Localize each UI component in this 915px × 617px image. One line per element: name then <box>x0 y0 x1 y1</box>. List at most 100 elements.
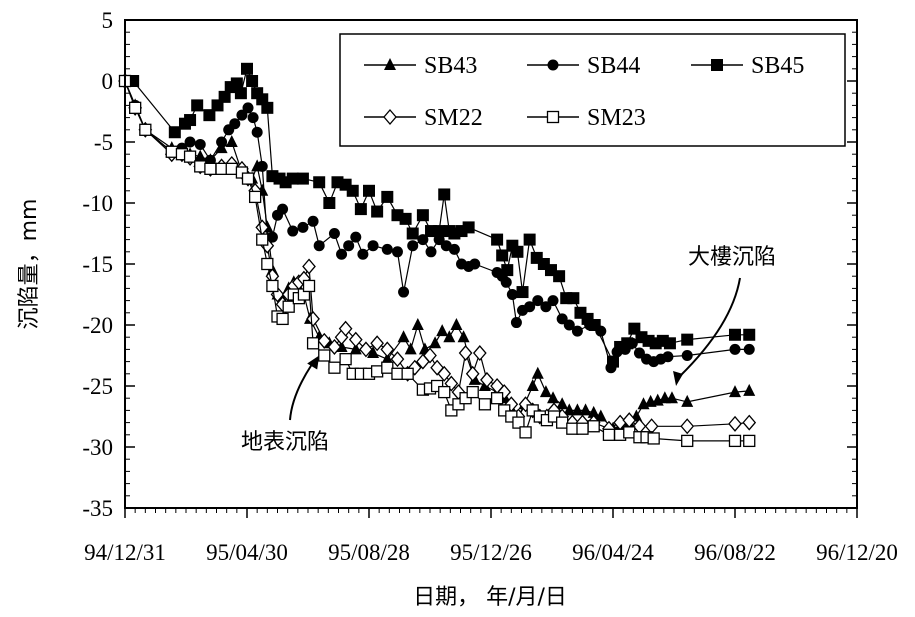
data-point-sm23 <box>381 361 394 374</box>
data-point-sm23 <box>566 422 579 435</box>
data-point-sb45 <box>729 328 741 341</box>
data-point-sm22 <box>370 335 384 352</box>
data-point-sm22 <box>423 347 437 364</box>
data-point-sm22 <box>728 415 742 432</box>
data-point-sm22 <box>306 310 320 327</box>
data-point-sm23 <box>241 172 255 185</box>
data-point-sb44 <box>540 301 552 313</box>
x-tick-label: 96/08/22 <box>694 540 776 565</box>
y-tick-label: 0 <box>102 69 114 94</box>
x-tick-label: 95/12/26 <box>450 540 532 565</box>
data-point-sm23 <box>129 101 142 114</box>
data-point-sm23 <box>194 160 207 173</box>
data-point-sm23 <box>576 422 589 435</box>
data-point-sm22 <box>458 345 473 362</box>
data-point-sm22 <box>518 396 533 413</box>
data-point-sb44 <box>343 240 355 252</box>
data-point-sb45 <box>363 184 375 197</box>
annotation-ground-settlement: 地表沉陷 <box>241 430 329 455</box>
data-point-sm23 <box>391 367 404 380</box>
data-point-sb43 <box>531 366 544 379</box>
data-point-sb45 <box>313 176 326 189</box>
data-point-sm23 <box>266 279 279 293</box>
data-point-sm23 <box>339 353 352 366</box>
data-point-sb44 <box>367 240 379 252</box>
data-point-sm22 <box>742 414 757 431</box>
legend-box <box>339 33 846 147</box>
data-point-sm23 <box>401 367 414 380</box>
data-point-sb45 <box>511 245 524 258</box>
data-point-sb45 <box>506 239 519 252</box>
data-point-sb44 <box>398 286 410 298</box>
data-point-sb44 <box>662 351 674 363</box>
data-point-sm23 <box>225 162 238 175</box>
y-axis-ticks: 5 0 -5 -10 -15 -20 -25 -30 -35 <box>82 8 857 521</box>
data-point-sb43 <box>571 403 584 416</box>
data-point-sb43 <box>436 324 449 337</box>
y-tick-label: -35 <box>82 496 113 521</box>
data-point-sm22 <box>327 338 342 355</box>
data-point-sb45 <box>567 292 580 305</box>
x-tick-label: 96/04/24 <box>572 540 654 565</box>
data-point-sb45 <box>516 286 529 299</box>
data-point-sb45 <box>681 333 694 346</box>
data-point-sb43 <box>194 149 207 162</box>
data-point-sb44 <box>571 325 583 337</box>
data-point-sb45 <box>406 227 419 240</box>
data-point-sb45 <box>346 184 359 197</box>
data-point-sm23 <box>204 162 217 175</box>
data-point-sm23 <box>466 385 479 399</box>
x-axis-title: 日期， 年/月/日 <box>413 585 567 610</box>
data-point-sb44 <box>350 231 362 243</box>
data-point-sm23 <box>512 416 525 429</box>
data-point-sm23 <box>743 434 756 448</box>
data-point-sm23 <box>183 150 197 163</box>
data-point-sb44 <box>506 289 518 300</box>
data-point-sb44 <box>357 248 369 260</box>
data-point-sm23 <box>256 233 269 246</box>
data-point-sm22 <box>430 359 444 376</box>
data-point-sb44 <box>547 295 559 307</box>
plot-series <box>118 62 757 448</box>
data-point-sm23 <box>165 145 178 158</box>
data-point-sm23 <box>328 361 341 374</box>
data-point-sm22 <box>465 365 480 382</box>
data-point-sb44 <box>469 258 481 270</box>
data-point-sm22 <box>472 345 487 362</box>
y-tick-label: -20 <box>82 313 113 338</box>
data-point-sm23 <box>282 300 295 313</box>
data-point-sb43 <box>729 385 741 398</box>
data-point-sb44 <box>563 319 575 331</box>
x-tick-label: 94/12/31 <box>84 540 166 565</box>
data-point-sb45 <box>286 172 299 185</box>
annotation-arrowhead-building <box>673 371 684 386</box>
series-sb45 <box>119 62 756 368</box>
data-point-sb43 <box>367 346 380 359</box>
data-point-sb44 <box>743 343 755 355</box>
data-point-sb44 <box>229 118 241 130</box>
data-point-sb44 <box>216 136 228 148</box>
data-point-sb44 <box>251 126 263 138</box>
data-point-sb43 <box>587 405 600 418</box>
data-point-sb43 <box>665 391 678 404</box>
series-line-sb45 <box>125 66 750 363</box>
data-point-sb45 <box>438 188 451 201</box>
data-point-sb44 <box>242 102 254 114</box>
x-axis-ticks: 94/12/31 95/04/30 95/08/28 95/12/26 96/04/24… <box>84 508 898 565</box>
data-point-sb43 <box>404 342 417 355</box>
data-point-sm22 <box>437 365 452 382</box>
legend-label-sb43: SB43 <box>424 53 477 79</box>
data-point-sb45 <box>501 264 514 277</box>
data-point-sb43 <box>594 409 607 422</box>
data-point-sb44 <box>381 243 393 255</box>
data-point-sm23 <box>139 123 152 136</box>
y-tick-label: 5 <box>102 8 114 33</box>
data-point-sb45 <box>621 337 634 350</box>
data-point-sm22 <box>480 371 494 388</box>
data-point-sb44 <box>510 317 522 329</box>
legend-label-sm22: SM22 <box>424 105 483 131</box>
data-point-sb43 <box>397 330 410 343</box>
data-point-sm23 <box>261 257 274 271</box>
data-point-sb44 <box>407 240 419 252</box>
